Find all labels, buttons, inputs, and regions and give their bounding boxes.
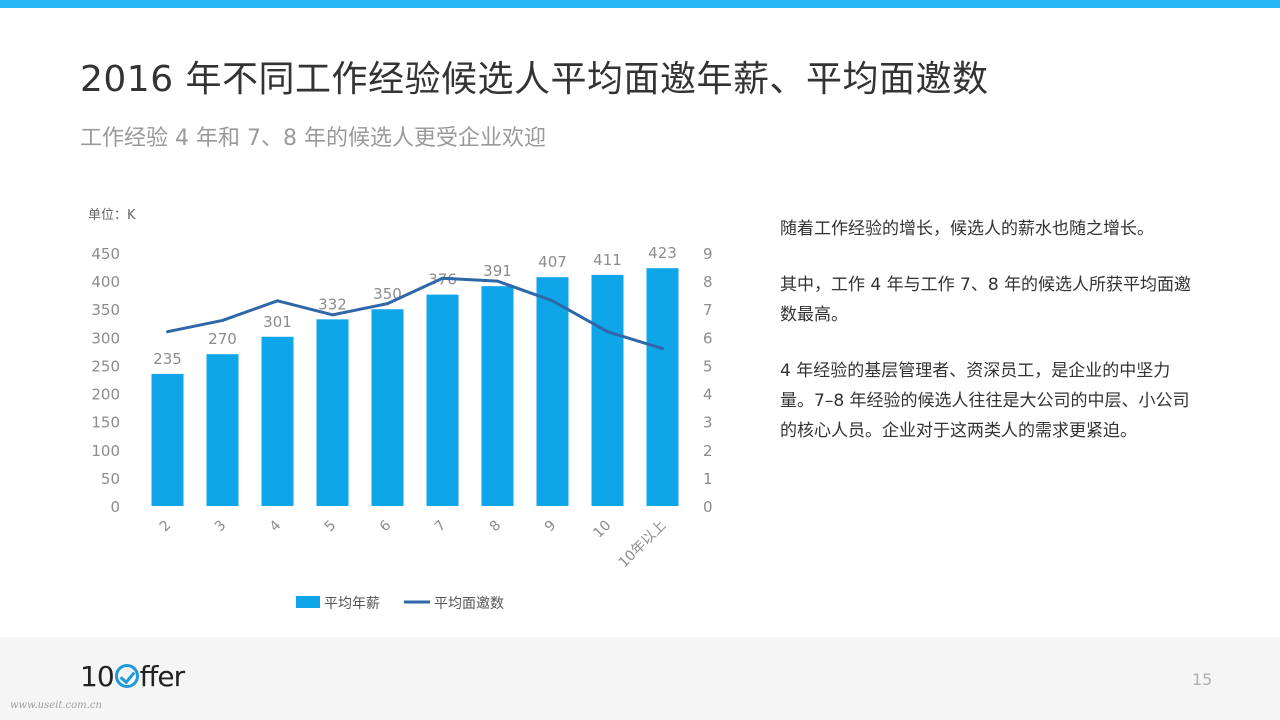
x-category-label: 3	[212, 518, 230, 536]
y-right-tick-label: 3	[703, 414, 713, 432]
brand-logo: 1 0 ffer	[80, 656, 185, 696]
logo-text-left: 1	[80, 659, 98, 693]
bar-data-label: 407	[538, 253, 567, 271]
commentary-paragraph: 4 年经验的基层管理者、资深员工，是企业的中坚力量。7–8 年经验的候选人往往是…	[780, 361, 1190, 441]
bar	[261, 336, 294, 506]
y-left-tick-label: 100	[91, 442, 120, 460]
y-right-tick-label: 6	[703, 329, 713, 347]
bar	[316, 319, 349, 506]
x-category-label: 9	[542, 518, 560, 536]
y-right-tick-label: 4	[703, 386, 713, 404]
x-category-label: 8	[487, 518, 505, 536]
y-left-tick-label: 50	[101, 470, 120, 488]
legend-line-label: 平均面邀数	[434, 596, 504, 612]
bar-data-label: 391	[483, 262, 512, 280]
y-left-tick-label: 450	[91, 245, 120, 263]
y-left-tick-label: 400	[91, 273, 120, 291]
x-category-label: 10年以上	[616, 518, 670, 572]
y-left-tick-label: 0	[110, 498, 120, 516]
y-right-tick-label: 1	[703, 470, 713, 488]
page-subtitle: 工作经验 4 年和 7、8 年的候选人更受企业欢迎	[80, 126, 546, 151]
y-right-tick-label: 9	[703, 245, 713, 263]
legend-bar-label: 平均年薪	[324, 596, 380, 612]
page-number: 15	[1192, 670, 1213, 689]
y-right-tick-label: 8	[703, 273, 713, 291]
y-left-tick-label: 250	[91, 357, 120, 375]
bar-data-label: 423	[648, 244, 677, 262]
logo-text-right: ffer	[139, 659, 185, 693]
x-category-label: 6	[377, 517, 395, 535]
y-right-tick-label: 7	[703, 301, 713, 319]
unit-label: 单位：K	[88, 208, 136, 223]
watermark: www.useit.com.cn	[10, 700, 102, 711]
checkmark-icon	[114, 664, 139, 688]
bar	[536, 277, 569, 506]
page-title: 2016 年不同工作经验候选人平均面邀年薪、平均面邀数	[80, 59, 989, 100]
x-category-label: 7	[432, 518, 450, 536]
y-right-tick-label: 2	[703, 442, 713, 460]
y-left-tick-label: 200	[91, 386, 120, 404]
bar	[371, 309, 404, 506]
bar-data-label: 235	[153, 350, 182, 368]
footer-band	[0, 637, 1280, 720]
legend-bar-swatch	[296, 596, 320, 608]
y-right-tick-label: 0	[703, 498, 713, 516]
bar	[206, 354, 239, 506]
x-category-label: 10	[590, 518, 614, 542]
y-left-tick-label: 300	[91, 329, 120, 347]
x-category-label: 2	[157, 518, 175, 536]
bar	[151, 373, 184, 506]
bar-data-label: 411	[593, 251, 622, 269]
commentary-paragraph: 其中，工作 4 年与工作 7、8 年的候选人所获平均面邀数最高。	[780, 275, 1192, 325]
bar	[591, 274, 624, 506]
commentary: 随着工作经验的增长，候选人的薪水也随之增长。 其中，工作 4 年与工作 7、8 …	[780, 214, 1200, 472]
bar	[646, 268, 679, 506]
y-left-tick-label: 350	[91, 301, 120, 319]
line-series	[166, 276, 664, 351]
commentary-paragraph: 随着工作经验的增长，候选人的薪水也随之增长。	[780, 219, 1154, 239]
bar-data-label: 301	[263, 313, 292, 331]
bar-data-label: 270	[208, 330, 237, 348]
logo-text-o: 0	[96, 659, 115, 693]
x-category-label: 5	[322, 518, 340, 536]
bar	[481, 286, 514, 506]
y-left-tick-label: 150	[91, 414, 120, 432]
x-category-label: 4	[267, 517, 285, 535]
bar	[426, 294, 459, 506]
top-accent-bar	[0, 0, 1280, 8]
bar-data-label: 332	[318, 295, 347, 313]
y-right-tick-label: 5	[703, 357, 713, 375]
